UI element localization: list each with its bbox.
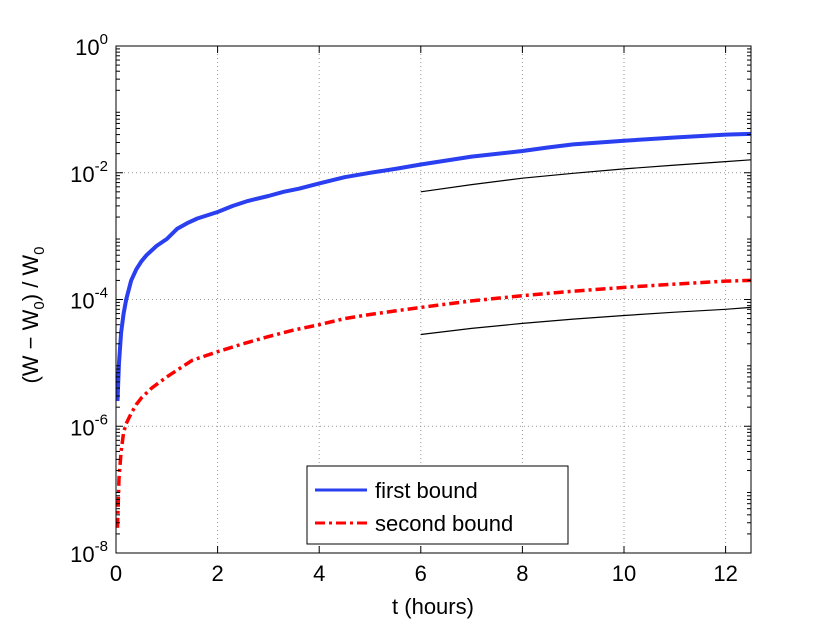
grid-lines — [116, 46, 751, 553]
y-axis-label: (W − W0) / W0 — [18, 246, 48, 383]
series-second-bound — [115, 278, 752, 528]
y-tick-label: 10-4 — [70, 285, 108, 314]
reference-line-2 — [420, 159, 752, 193]
series-lines — [115, 131, 752, 528]
y-tick-label: 10-8 — [70, 538, 108, 567]
legend-label-first-bound: first bound — [375, 478, 478, 503]
x-tick-label: 8 — [516, 561, 528, 586]
y-tick-label: 10-2 — [70, 158, 108, 187]
x-tick-label: 10 — [612, 561, 636, 586]
x-tick-label: 4 — [313, 561, 325, 586]
x-axis-label: t (hours) — [392, 594, 474, 619]
series-first-bound — [115, 131, 752, 402]
legend-box — [306, 465, 569, 545]
x-tick-label: 6 — [415, 561, 427, 586]
y-tick-label: 100 — [75, 31, 108, 60]
legend-label-second-bound: second bound — [375, 511, 513, 536]
x-tick-label: 12 — [713, 561, 737, 586]
x-tick-labels: 0 2 4 6 8 10 12 — [110, 561, 738, 586]
y-axis-label-part2: ) / W — [18, 255, 43, 302]
y-tick-label: 10-6 — [70, 411, 108, 440]
axis-ticks — [115, 45, 751, 554]
x-tick-label: 2 — [211, 561, 223, 586]
x-tick-label: 0 — [110, 561, 122, 586]
y-axis-label-sub2: 0 — [31, 246, 48, 254]
y-tick-labels: 100 10-2 10-4 10-6 10-8 — [70, 31, 108, 567]
legend: first bound second bound — [306, 465, 569, 545]
y-axis-label-sub1: 0 — [31, 301, 48, 309]
reference-line-3 — [420, 306, 752, 336]
y-axis-label-part1: (W − W — [18, 309, 43, 383]
